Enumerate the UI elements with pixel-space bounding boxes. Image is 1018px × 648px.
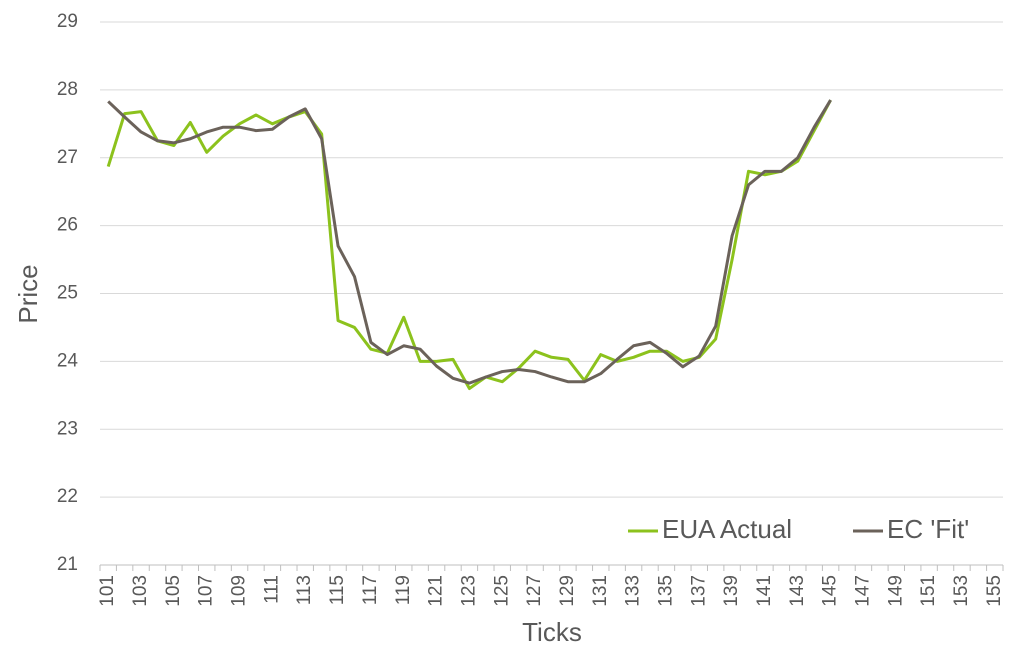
x-tick-label: 121 bbox=[426, 575, 447, 607]
x-tick-label: 119 bbox=[393, 575, 414, 605]
x-tick-label: 139 bbox=[721, 575, 742, 607]
x-tick-label: 127 bbox=[524, 575, 545, 607]
x-tick-label: 135 bbox=[655, 575, 676, 607]
x-tick-label: 129 bbox=[557, 575, 578, 607]
x-tick-label: 125 bbox=[491, 575, 512, 607]
x-tick-label: 107 bbox=[196, 575, 217, 607]
x-axis-title: Ticks bbox=[522, 617, 582, 647]
y-tick-label: 26 bbox=[57, 215, 78, 236]
x-tick-label: 149 bbox=[885, 575, 906, 607]
x-tick-label: 103 bbox=[130, 575, 151, 607]
y-tick-label: 29 bbox=[57, 11, 78, 32]
legend-label: EC 'Fit' bbox=[887, 514, 969, 544]
x-tick-label: 151 bbox=[918, 575, 939, 607]
x-tick-label: 145 bbox=[820, 575, 841, 607]
x-tick-label: 131 bbox=[590, 575, 611, 607]
y-tick-label: 22 bbox=[57, 486, 78, 507]
x-tick-label: 109 bbox=[229, 575, 250, 607]
y-tick-label: 23 bbox=[57, 418, 78, 439]
y-tick-label: 27 bbox=[57, 147, 78, 168]
x-tick-label: 123 bbox=[458, 575, 479, 607]
y-tick-label: 24 bbox=[57, 350, 79, 371]
x-tick-label: 137 bbox=[688, 575, 709, 607]
x-tick-label: 155 bbox=[984, 575, 1005, 607]
x-tick-label: 147 bbox=[852, 575, 873, 607]
x-tick-label: 115 bbox=[327, 575, 348, 605]
x-tick-label: 117 bbox=[360, 575, 381, 605]
x-tick-label: 143 bbox=[787, 575, 808, 607]
x-tick-label: 105 bbox=[163, 575, 184, 607]
x-tick-label: 133 bbox=[623, 575, 644, 607]
series-line bbox=[106, 99, 832, 391]
series-line bbox=[107, 99, 832, 385]
y-tick-label: 28 bbox=[57, 79, 78, 100]
x-tick-label: 101 bbox=[97, 575, 118, 607]
x-tick-label: 113 bbox=[294, 575, 315, 605]
y-axis-title: Price bbox=[13, 264, 43, 323]
y-tick-label: 21 bbox=[57, 554, 78, 575]
x-tick-label: 153 bbox=[951, 575, 972, 607]
y-tick-label: 25 bbox=[57, 283, 78, 304]
x-tick-label: 111 bbox=[261, 575, 282, 604]
legend-label: EUA Actual bbox=[662, 514, 792, 544]
x-tick-label: 141 bbox=[754, 575, 775, 607]
